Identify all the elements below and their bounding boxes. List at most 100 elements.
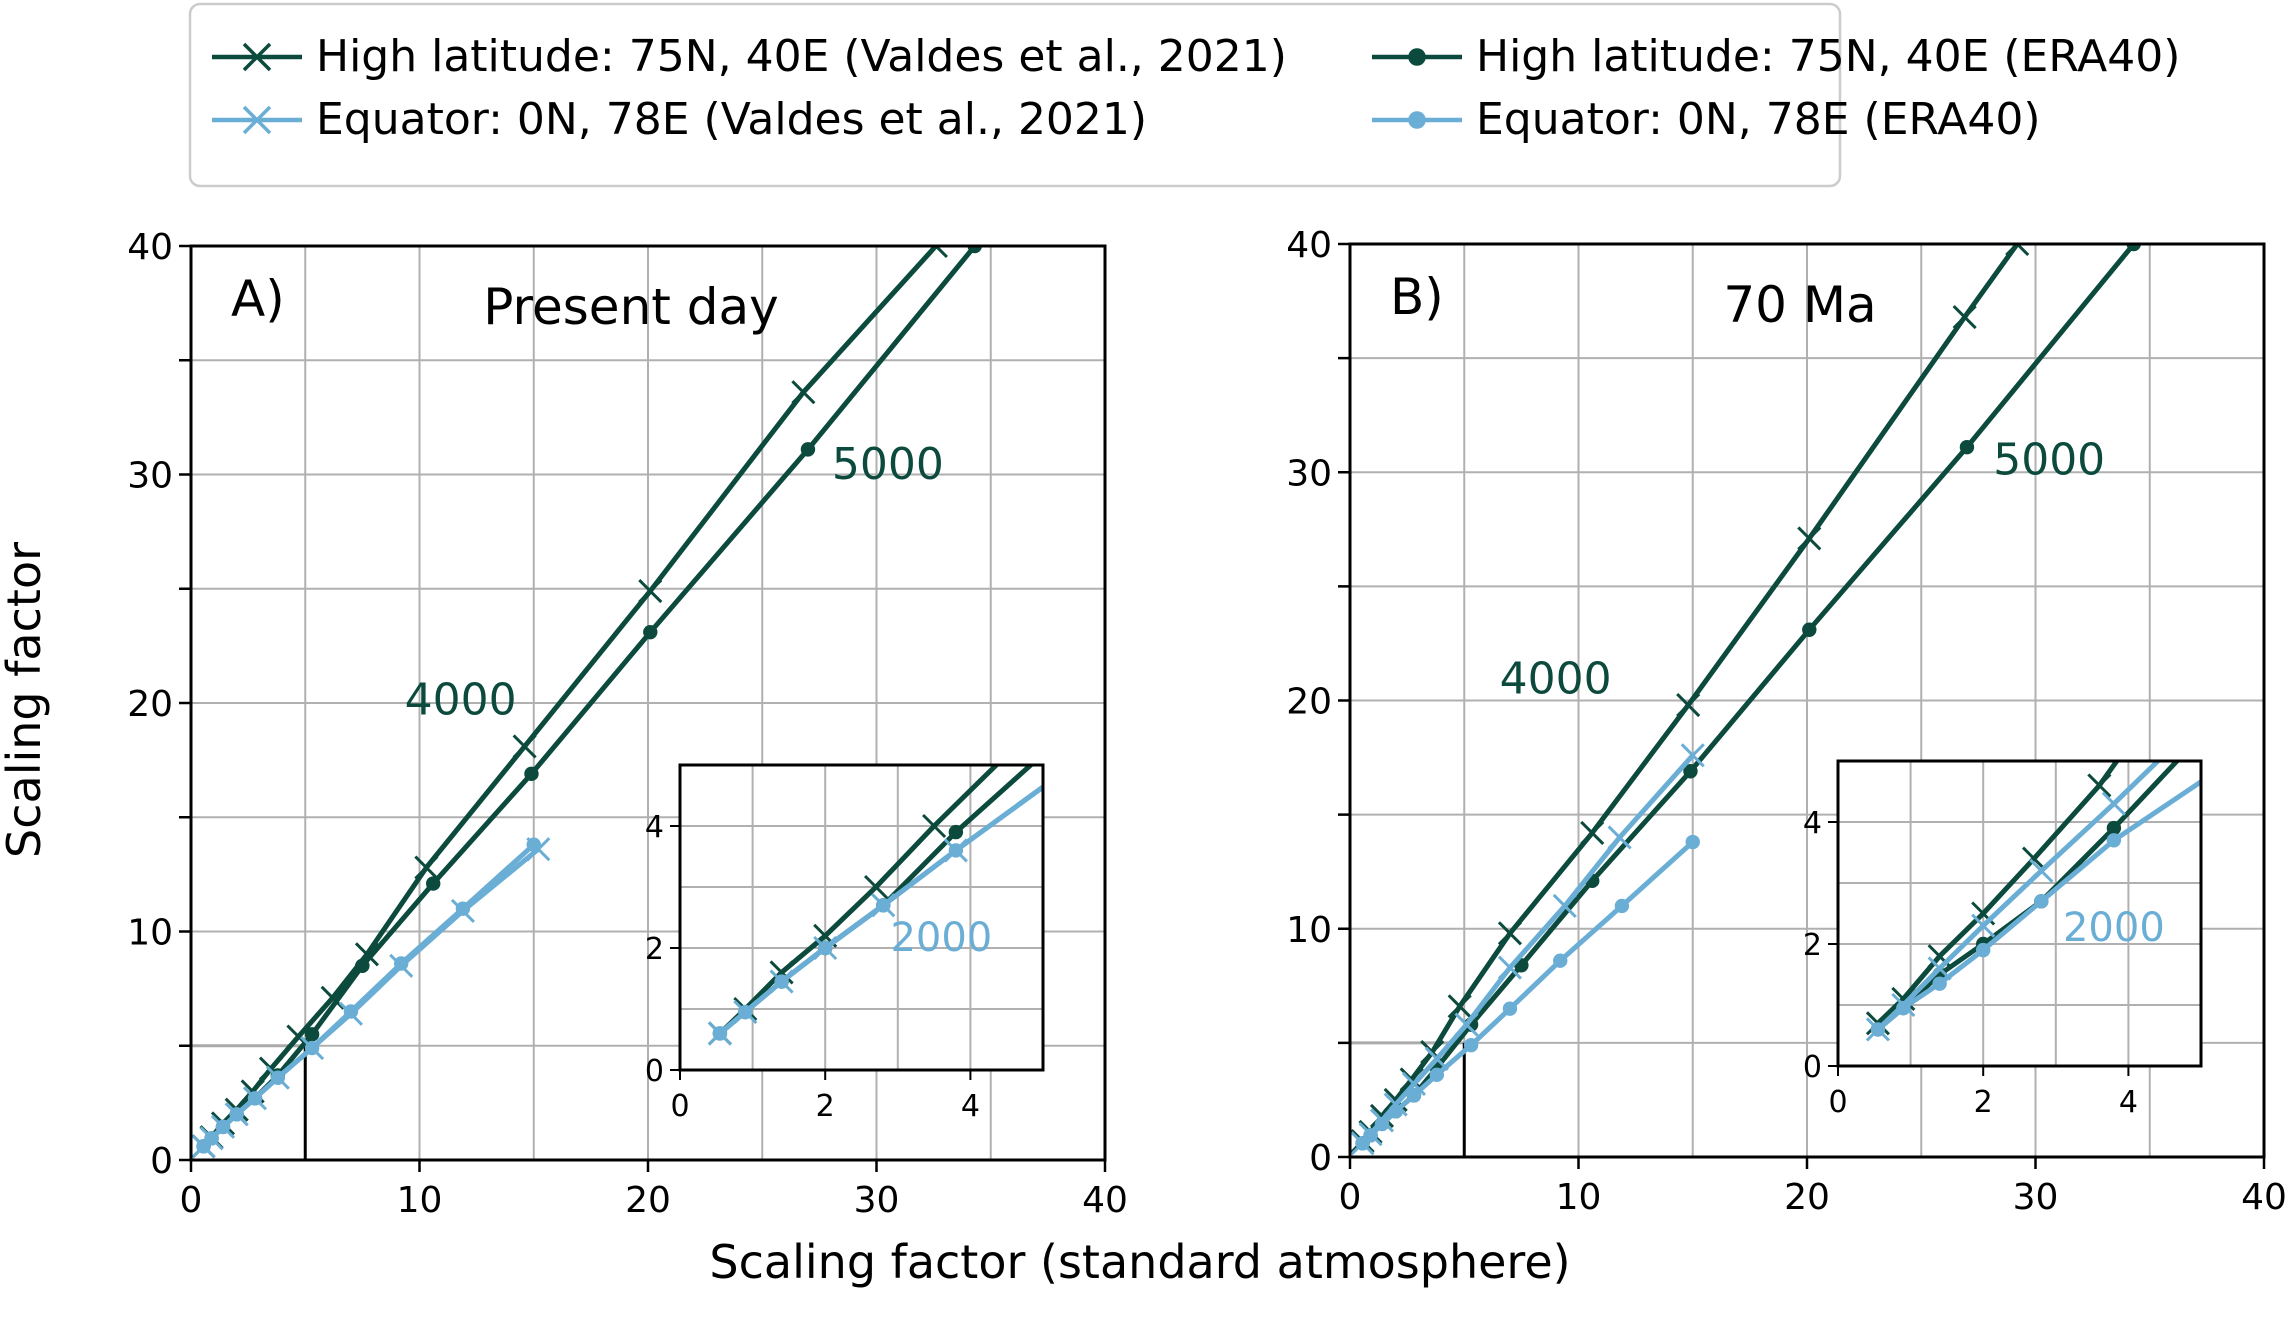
inset-dot-marker bbox=[948, 824, 964, 840]
inset-x-marker-stroke bbox=[863, 874, 889, 900]
legend-label: High latitude: 75N, 40E (ERA40) bbox=[1476, 31, 2180, 82]
inset-series-group bbox=[1865, 652, 2230, 1042]
x-marker bbox=[320, 985, 345, 1010]
dot-marker bbox=[2126, 244, 2141, 252]
x-tick-label: 0 bbox=[180, 1180, 203, 1221]
x-tick-label: 0 bbox=[1339, 1177, 1362, 1218]
dot-marker bbox=[343, 1004, 359, 1019]
inset-x-marker-stroke bbox=[1927, 944, 1952, 969]
legend-frame bbox=[188, 2, 1842, 188]
inset-dot-marker bbox=[712, 1026, 728, 1041]
inset-dot-marker bbox=[774, 974, 789, 989]
y-tick-label: 40 bbox=[127, 227, 173, 268]
x-marker-stroke bbox=[1401, 1071, 1427, 1097]
x-marker-stroke bbox=[923, 246, 939, 259]
inset-x-marker bbox=[2101, 791, 2126, 816]
y-tick-label: 20 bbox=[1286, 682, 1332, 723]
x-marker-stroke bbox=[512, 734, 537, 759]
x-tick-label: 40 bbox=[1082, 1180, 1128, 1221]
x-marker-stroke bbox=[1607, 825, 1632, 850]
inset-x-marker-stroke bbox=[2087, 773, 2112, 798]
x-marker-stroke bbox=[2005, 244, 2020, 257]
x-marker bbox=[1454, 1012, 1479, 1037]
x-marker bbox=[1580, 820, 1605, 845]
x-marker bbox=[1676, 693, 1701, 718]
dot-marker bbox=[1614, 898, 1630, 914]
inset-x-marker bbox=[863, 874, 889, 900]
inset-dot-marker bbox=[2106, 820, 2122, 836]
x-marker-stroke bbox=[1552, 893, 1577, 918]
dot-marker bbox=[1959, 439, 1975, 455]
dot-marker bbox=[1463, 1037, 1479, 1053]
dot-marker bbox=[355, 958, 370, 973]
y-tick-label: 30 bbox=[1286, 453, 1332, 494]
inset-x-marker-stroke bbox=[1054, 760, 1076, 782]
x-marker-stroke bbox=[1497, 955, 1523, 980]
x-marker bbox=[2005, 244, 2030, 257]
inset-dot-marker bbox=[1058, 764, 1072, 778]
inset-x-marker bbox=[922, 813, 947, 839]
x-marker-stroke bbox=[1447, 994, 1472, 1019]
x-marker-stroke bbox=[258, 1056, 284, 1081]
inset-x-tick-label: 4 bbox=[2119, 1085, 2138, 1120]
dot-marker bbox=[304, 1040, 320, 1056]
inset-x-marker-stroke bbox=[2175, 652, 2197, 674]
series-group bbox=[1350, 244, 2141, 1156]
x-marker-stroke bbox=[1424, 1046, 1449, 1071]
inset-x-marker bbox=[2197, 701, 2219, 723]
x-marker-stroke bbox=[638, 578, 663, 604]
x-marker-stroke bbox=[1580, 820, 1605, 845]
x-marker-stroke bbox=[1676, 693, 1701, 718]
inset-x-marker bbox=[2175, 652, 2197, 674]
x-tick-label: 30 bbox=[2013, 1177, 2059, 1218]
inset-dot-marker bbox=[2034, 894, 2049, 909]
inset-dot-marker bbox=[2216, 705, 2230, 719]
inset-x-tick-label: 4 bbox=[961, 1089, 980, 1124]
x-marker bbox=[1552, 893, 1577, 918]
inset-x-marker-stroke bbox=[2021, 846, 2047, 871]
legend-item: Equator: 0N, 78E (ERA40) bbox=[1372, 94, 2041, 145]
y-tick-label: 0 bbox=[1309, 1138, 1332, 1179]
inset-x-marker bbox=[769, 960, 794, 985]
inset-x-marker-stroke bbox=[1971, 901, 1996, 926]
inset-y-tick-label: 0 bbox=[1803, 1050, 1822, 1085]
inset-x-marker bbox=[2021, 846, 2047, 871]
inset-x-tick-label: 2 bbox=[1974, 1085, 1993, 1120]
dot-marker bbox=[304, 1027, 320, 1042]
x-marker-stroke bbox=[414, 855, 439, 880]
dot-marker bbox=[1685, 834, 1700, 850]
x-marker bbox=[1952, 304, 1977, 330]
inset-series-group bbox=[707, 760, 1076, 1046]
x-marker bbox=[1797, 526, 1822, 551]
dot-marker bbox=[270, 1070, 286, 1085]
dot-marker bbox=[204, 1131, 219, 1146]
y-tick-label: 40 bbox=[1286, 225, 1332, 266]
dot-marker bbox=[1553, 953, 1568, 968]
dot-marker bbox=[524, 766, 539, 782]
x-marker-stroke bbox=[1952, 304, 1977, 330]
dot-marker bbox=[800, 442, 816, 457]
dot-marker bbox=[1363, 1128, 1378, 1143]
dot-marker-icon bbox=[1408, 111, 1426, 129]
dot-marker bbox=[967, 246, 982, 254]
x-marker-stroke bbox=[1454, 1012, 1479, 1037]
inset-x-marker-stroke bbox=[813, 923, 838, 948]
inset-x-tick-label: 0 bbox=[1828, 1085, 1847, 1120]
x-marker-icon bbox=[242, 105, 272, 135]
x-tick-label: 30 bbox=[854, 1180, 900, 1221]
inset-x-marker-stroke bbox=[922, 813, 947, 839]
inset: 0 2 4 0 2 4 2000 bbox=[1803, 652, 2230, 1120]
dot-marker bbox=[455, 901, 471, 916]
x-marker-stroke bbox=[1680, 743, 1705, 768]
dot-marker-icon bbox=[1408, 48, 1426, 66]
inset-x-marker-stroke bbox=[2029, 858, 2054, 883]
inset-dot-marker bbox=[1896, 1000, 1911, 1016]
dot-marker bbox=[1429, 1067, 1445, 1083]
inset-frame bbox=[1836, 759, 2203, 1068]
dot-marker bbox=[643, 624, 658, 640]
dot-marker bbox=[1406, 1088, 1422, 1103]
inset-x-tick-label: 0 bbox=[670, 1089, 689, 1124]
x-marker-stroke bbox=[791, 380, 816, 405]
